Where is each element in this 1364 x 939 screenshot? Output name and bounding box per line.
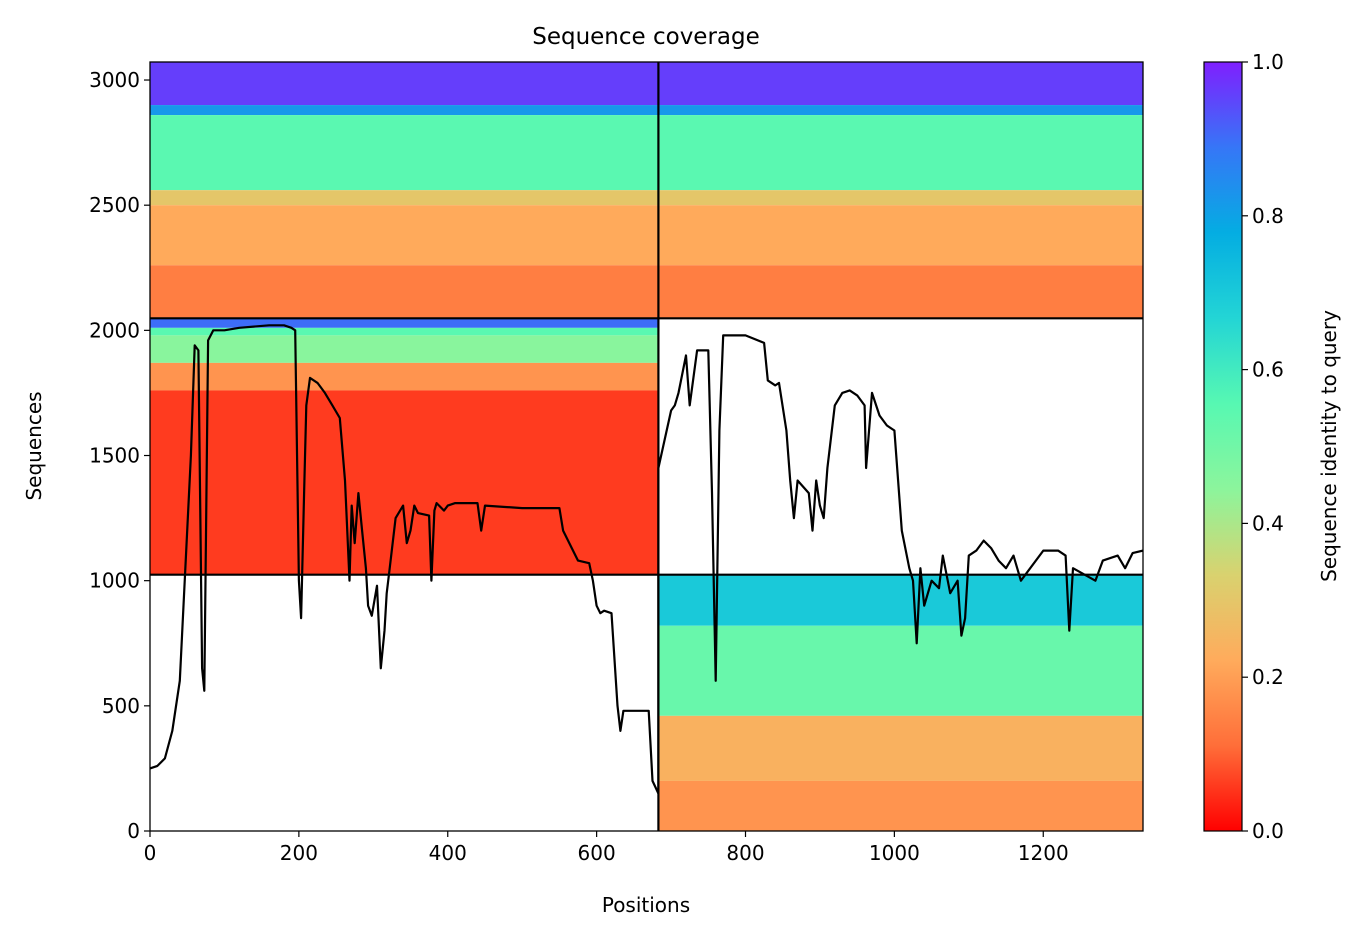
identity-band bbox=[150, 362, 659, 391]
identity-band bbox=[658, 574, 1143, 626]
colorbar-tick-label: 0.6 bbox=[1252, 358, 1284, 382]
identity-band bbox=[658, 625, 1143, 716]
y-axis-ticks: 0 500 1000 1500 2000 2500 3000 bbox=[89, 68, 150, 843]
chart-title: Sequence coverage bbox=[532, 24, 760, 50]
colorbar-tick-label: 0.8 bbox=[1252, 204, 1284, 228]
y-axis-label: Sequences bbox=[22, 391, 46, 500]
y-tick-label: 2500 bbox=[89, 193, 140, 217]
x-tick-label: 400 bbox=[429, 841, 467, 865]
identity-band bbox=[150, 205, 659, 266]
identity-band bbox=[150, 265, 659, 319]
identity-band bbox=[658, 190, 1143, 206]
y-tick-label: 500 bbox=[102, 694, 140, 718]
coverage-line-layer bbox=[150, 324, 1143, 795]
y-tick-label: 1500 bbox=[89, 444, 140, 468]
colorbar-tick-label: 0.2 bbox=[1252, 665, 1284, 689]
y-tick-label: 0 bbox=[127, 819, 140, 843]
y-tick-label: 1000 bbox=[89, 569, 140, 593]
x-tick-label: 0 bbox=[144, 841, 157, 865]
x-tick-label: 600 bbox=[578, 841, 616, 865]
identity-band bbox=[658, 62, 1143, 106]
identity-band bbox=[150, 335, 659, 363]
x-tick-label: 1200 bbox=[1018, 841, 1069, 865]
identity-band bbox=[658, 780, 1143, 831]
divider-lines bbox=[150, 62, 1143, 831]
x-axis-ticks: 0 200 400 600 800 1000 1200 bbox=[144, 831, 1069, 865]
colorbar-tick-label: 0.0 bbox=[1252, 819, 1284, 843]
x-tick-label: 200 bbox=[280, 841, 318, 865]
colorbar-label: Sequence identity to query bbox=[1317, 310, 1341, 582]
identity-band bbox=[658, 205, 1143, 266]
identity-band bbox=[658, 265, 1143, 319]
identity-band bbox=[658, 105, 1143, 116]
identity-band bbox=[150, 390, 659, 575]
heatmap-layer bbox=[150, 62, 1143, 831]
colorbar-tick-label: 0.4 bbox=[1252, 511, 1284, 535]
identity-band bbox=[150, 105, 659, 116]
identity-band bbox=[658, 115, 1143, 191]
identity-band bbox=[658, 715, 1143, 781]
coverage-line bbox=[150, 324, 1143, 795]
y-tick-label: 2000 bbox=[89, 318, 140, 342]
colorbar-tick-label: 1.0 bbox=[1252, 50, 1284, 74]
identity-band bbox=[150, 115, 659, 191]
identity-band bbox=[150, 318, 659, 328]
y-tick-label: 3000 bbox=[89, 68, 140, 92]
identity-band bbox=[150, 190, 659, 206]
x-tick-label: 1000 bbox=[869, 841, 920, 865]
x-tick-label: 800 bbox=[726, 841, 764, 865]
identity-band bbox=[150, 62, 659, 106]
identity-band bbox=[150, 327, 659, 336]
colorbar-ticks: 0.0 0.2 0.4 0.6 0.8 1.0 bbox=[1242, 50, 1284, 843]
x-axis-label: Positions bbox=[602, 893, 690, 917]
plot-frame bbox=[149, 61, 1144, 832]
colorbar bbox=[1203, 61, 1243, 832]
